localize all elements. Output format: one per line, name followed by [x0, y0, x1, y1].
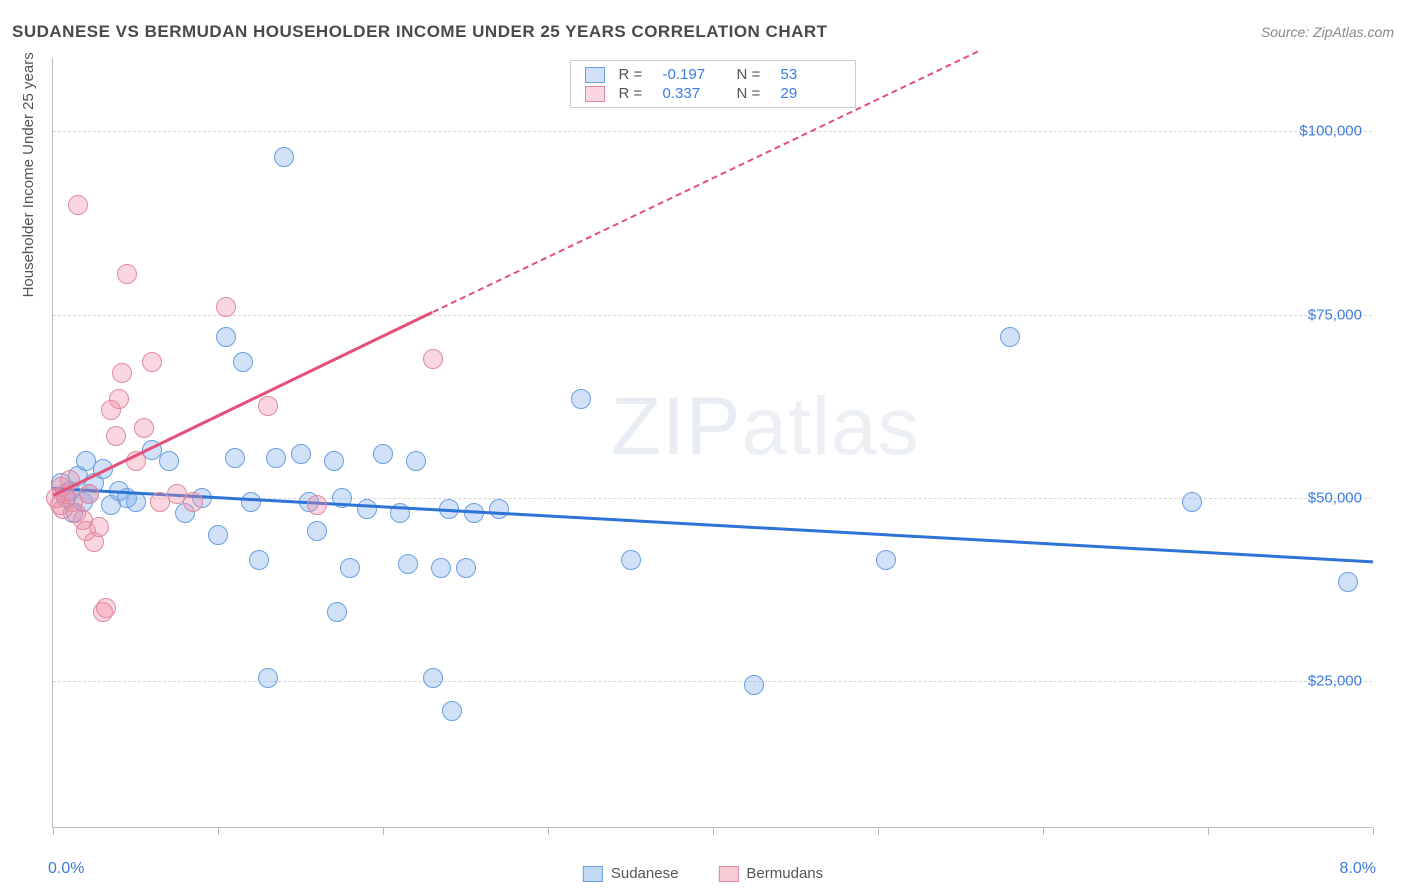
- stat-n-label: N =: [737, 66, 767, 83]
- scatter-point: [216, 327, 236, 347]
- scatter-point: [258, 396, 278, 416]
- x-tick: [1373, 827, 1374, 835]
- stats-row: R = -0.197 N = 53: [585, 65, 841, 84]
- scatter-point: [1000, 327, 1020, 347]
- scatter-point: [744, 675, 764, 695]
- title-bar: SUDANESE VS BERMUDAN HOUSEHOLDER INCOME …: [12, 22, 1394, 42]
- x-tick: [878, 827, 879, 835]
- y-axis-title: Householder Income Under 25 years: [20, 52, 37, 297]
- scatter-point: [79, 484, 99, 504]
- gridline-h: [53, 131, 1372, 132]
- legend-label: Sudanese: [611, 865, 679, 882]
- scatter-point: [208, 525, 228, 545]
- x-tick: [713, 827, 714, 835]
- scatter-point: [112, 363, 132, 383]
- y-tick-label: $50,000: [1308, 490, 1362, 507]
- scatter-point: [307, 521, 327, 541]
- scatter-point: [327, 602, 347, 622]
- stat-n-value: 29: [781, 85, 841, 102]
- stat-n-label: N =: [737, 85, 767, 102]
- scatter-point: [249, 550, 269, 570]
- scatter-point: [96, 598, 116, 618]
- legend-item: Bermudans: [718, 865, 823, 882]
- scatter-point: [876, 550, 896, 570]
- scatter-point: [442, 701, 462, 721]
- watermark-bold: ZIP: [611, 381, 742, 472]
- x-tick: [218, 827, 219, 835]
- x-axis-max-label: 8.0%: [1340, 860, 1376, 878]
- scatter-point: [423, 668, 443, 688]
- scatter-point: [431, 558, 451, 578]
- scatter-point: [357, 499, 377, 519]
- scatter-point: [1338, 572, 1358, 592]
- scatter-point: [126, 492, 146, 512]
- scatter-point: [307, 495, 327, 515]
- gridline-h: [53, 315, 1372, 316]
- scatter-point: [291, 444, 311, 464]
- scatter-point: [324, 451, 344, 471]
- legend-swatch: [583, 866, 603, 882]
- y-tick-label: $25,000: [1308, 673, 1362, 690]
- scatter-point: [406, 451, 426, 471]
- watermark-thin: atlas: [741, 381, 919, 472]
- scatter-point: [258, 668, 278, 688]
- scatter-point: [398, 554, 418, 574]
- scatter-point: [233, 352, 253, 372]
- scatter-point: [571, 389, 591, 409]
- legend-item: Sudanese: [583, 865, 679, 882]
- scatter-point: [274, 147, 294, 167]
- x-axis-min-label: 0.0%: [48, 860, 84, 878]
- correlation-chart: SUDANESE VS BERMUDAN HOUSEHOLDER INCOME …: [0, 0, 1406, 892]
- scatter-point: [266, 448, 286, 468]
- scatter-point: [621, 550, 641, 570]
- scatter-point: [117, 264, 137, 284]
- scatter-point: [456, 558, 476, 578]
- stats-swatch: [585, 67, 605, 83]
- stat-r-value: 0.337: [663, 85, 723, 102]
- scatter-point: [225, 448, 245, 468]
- bottom-legend: Sudanese Bermudans: [583, 865, 823, 882]
- stat-r-value: -0.197: [663, 66, 723, 83]
- x-tick: [383, 827, 384, 835]
- scatter-point: [68, 195, 88, 215]
- scatter-point: [489, 499, 509, 519]
- stats-box: R = -0.197 N = 53 R = 0.337 N = 29: [570, 60, 856, 108]
- legend-label: Bermudans: [746, 865, 823, 882]
- gridline-h: [53, 681, 1372, 682]
- scatter-point: [106, 426, 126, 446]
- scatter-point: [373, 444, 393, 464]
- y-tick-label: $100,000: [1299, 123, 1362, 140]
- scatter-point: [183, 492, 203, 512]
- scatter-point: [216, 297, 236, 317]
- scatter-point: [89, 517, 109, 537]
- y-tick-label: $75,000: [1308, 306, 1362, 323]
- x-tick: [548, 827, 549, 835]
- x-tick: [53, 827, 54, 835]
- scatter-point: [1182, 492, 1202, 512]
- watermark: ZIPatlas: [611, 380, 920, 474]
- x-tick: [1043, 827, 1044, 835]
- stat-n-value: 53: [781, 66, 841, 83]
- chart-title: SUDANESE VS BERMUDAN HOUSEHOLDER INCOME …: [12, 22, 828, 42]
- scatter-point: [159, 451, 179, 471]
- scatter-point: [241, 492, 261, 512]
- chart-source: Source: ZipAtlas.com: [1261, 24, 1394, 40]
- scatter-point: [340, 558, 360, 578]
- plot-area: ZIPatlas R = -0.197 N = 53 R = 0.337 N = 29 $25…: [52, 58, 1372, 828]
- scatter-point: [134, 418, 154, 438]
- stats-row: R = 0.337 N = 29: [585, 84, 841, 103]
- stats-swatch: [585, 86, 605, 102]
- scatter-point: [423, 349, 443, 369]
- scatter-point: [109, 389, 129, 409]
- stat-r-label: R =: [619, 66, 649, 83]
- stat-r-label: R =: [619, 85, 649, 102]
- scatter-point: [142, 352, 162, 372]
- x-tick: [1208, 827, 1209, 835]
- legend-swatch: [718, 866, 738, 882]
